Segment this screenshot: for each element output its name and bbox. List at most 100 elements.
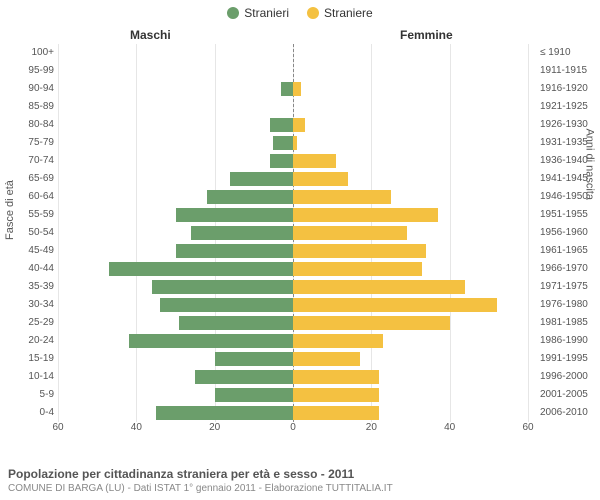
pyramid-row <box>58 260 528 278</box>
bar-male <box>152 280 293 294</box>
age-label: 80-84 <box>0 116 54 134</box>
bar-female <box>293 370 379 384</box>
birth-year-label: 1976-1980 <box>540 296 600 314</box>
birth-year-label: ≤ 1910 <box>540 44 600 62</box>
bar-female <box>293 82 301 96</box>
pyramid-row <box>58 188 528 206</box>
legend-swatch-female <box>307 7 319 19</box>
x-tick-label: 20 <box>366 422 377 440</box>
birth-year-label: 1926-1930 <box>540 116 600 134</box>
legend-label-male: Stranieri <box>244 6 289 20</box>
footer: Popolazione per cittadinanza straniera p… <box>8 467 592 494</box>
bar-male <box>215 352 293 366</box>
birth-year-label: 2006-2010 <box>540 404 600 422</box>
bar-female <box>293 118 305 132</box>
bar-male <box>179 316 293 330</box>
birth-year-label: 1956-1960 <box>540 224 600 242</box>
age-label: 90-94 <box>0 80 54 98</box>
pyramid-row <box>58 242 528 260</box>
age-label: 10-14 <box>0 368 54 386</box>
birth-year-label: 1961-1965 <box>540 242 600 260</box>
age-label: 50-54 <box>0 224 54 242</box>
birth-year-label: 1986-1990 <box>540 332 600 350</box>
bar-male <box>195 370 293 384</box>
bar-female <box>293 190 391 204</box>
pyramid-row <box>58 332 528 350</box>
pyramid-row <box>58 206 528 224</box>
bar-male <box>207 190 293 204</box>
birth-year-label: 1931-1935 <box>540 134 600 152</box>
pyramid-row <box>58 386 528 404</box>
bar-female <box>293 316 450 330</box>
pyramid-row <box>58 134 528 152</box>
legend-label-female: Straniere <box>324 6 373 20</box>
age-label: 70-74 <box>0 152 54 170</box>
bar-female <box>293 334 383 348</box>
birth-year-label: 1981-1985 <box>540 314 600 332</box>
age-label: 55-59 <box>0 206 54 224</box>
population-pyramid-chart: Stranieri Straniere Maschi Femmine Fasce… <box>0 0 600 500</box>
age-label: 35-39 <box>0 278 54 296</box>
bar-male <box>176 244 294 258</box>
bar-female <box>293 388 379 402</box>
bar-female <box>293 244 426 258</box>
bar-male <box>109 262 293 276</box>
age-label: 5-9 <box>0 386 54 404</box>
bar-female <box>293 406 379 420</box>
legend: Stranieri Straniere <box>0 0 600 20</box>
legend-item-female: Straniere <box>307 6 373 20</box>
x-tick-label: 20 <box>209 422 220 440</box>
bar-male <box>273 136 293 150</box>
birth-year-label: 1921-1925 <box>540 98 600 116</box>
age-label: 60-64 <box>0 188 54 206</box>
bar-female <box>293 154 336 168</box>
bar-male <box>129 334 294 348</box>
pyramid-row <box>58 224 528 242</box>
x-tick-label: 60 <box>522 422 533 440</box>
birth-year-label: 1991-1995 <box>540 350 600 368</box>
age-label: 20-24 <box>0 332 54 350</box>
age-label: 30-34 <box>0 296 54 314</box>
pyramid-row <box>58 350 528 368</box>
pyramid-row <box>58 314 528 332</box>
age-label: 95-99 <box>0 62 54 80</box>
x-tick-label: 0 <box>290 422 296 440</box>
pyramid-row <box>58 152 528 170</box>
pyramid-row <box>58 278 528 296</box>
birth-year-label: 1951-1955 <box>540 206 600 224</box>
pyramid-row <box>58 296 528 314</box>
pyramid-row <box>58 368 528 386</box>
bar-female <box>293 280 465 294</box>
bar-female <box>293 262 422 276</box>
x-tick-label: 60 <box>52 422 63 440</box>
legend-swatch-male <box>227 7 239 19</box>
birth-year-label: 1996-2000 <box>540 368 600 386</box>
legend-item-male: Stranieri <box>227 6 289 20</box>
bar-male <box>191 226 293 240</box>
age-label: 40-44 <box>0 260 54 278</box>
bar-male <box>156 406 293 420</box>
birth-year-label: 2001-2005 <box>540 386 600 404</box>
bar-male <box>270 118 294 132</box>
pyramid-row <box>58 44 528 62</box>
age-label: 65-69 <box>0 170 54 188</box>
pyramid-row <box>58 170 528 188</box>
bar-male <box>281 82 293 96</box>
age-label: 15-19 <box>0 350 54 368</box>
pyramid-row <box>58 116 528 134</box>
birth-year-label: 1971-1975 <box>540 278 600 296</box>
pyramid-row <box>58 404 528 422</box>
birth-year-label: 1946-1950 <box>540 188 600 206</box>
pyramid-row <box>58 98 528 116</box>
bar-female <box>293 298 497 312</box>
bar-female <box>293 226 407 240</box>
bar-female <box>293 172 348 186</box>
age-label: 0-4 <box>0 404 54 422</box>
plot-area: 6040200204060 <box>58 44 528 440</box>
birth-year-label: 1941-1945 <box>540 170 600 188</box>
pyramid-row <box>58 80 528 98</box>
bar-female <box>293 352 360 366</box>
bar-male <box>176 208 294 222</box>
chart-subtitle: COMUNE DI BARGA (LU) - Dati ISTAT 1° gen… <box>8 483 592 494</box>
chart-title: Popolazione per cittadinanza straniera p… <box>8 467 592 481</box>
